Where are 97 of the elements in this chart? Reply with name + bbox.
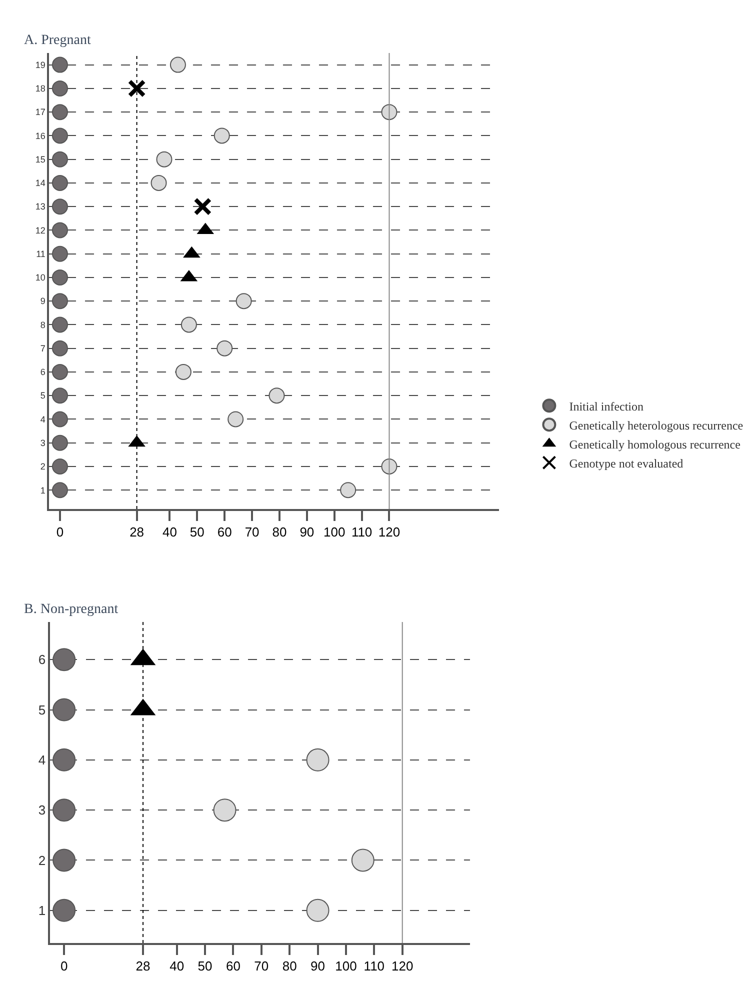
point xyxy=(52,898,76,922)
y-tick-label: 1 xyxy=(38,902,46,918)
point xyxy=(150,174,167,191)
x-tick-label: 100 xyxy=(335,958,357,974)
y-tick-label: 7 xyxy=(40,343,46,354)
y-tick-label: 1 xyxy=(40,485,46,496)
x-tick-label: 120 xyxy=(378,524,400,540)
point xyxy=(52,848,76,872)
x-tick-label: 110 xyxy=(351,524,372,540)
point xyxy=(52,340,68,356)
point xyxy=(156,151,172,168)
x-tick-label: 50 xyxy=(190,524,204,540)
y-tick-label: 19 xyxy=(35,60,46,70)
point xyxy=(52,798,76,822)
x-tick-label: 100 xyxy=(324,524,346,540)
point xyxy=(213,798,236,822)
legend-label: Initial infection xyxy=(569,399,644,414)
point xyxy=(306,748,330,772)
point xyxy=(52,411,68,428)
x-tick-label: 90 xyxy=(300,524,314,540)
x-tick-label: 80 xyxy=(282,958,297,974)
y-tick-label: 13 xyxy=(35,202,46,212)
y-tick-label: 5 xyxy=(40,390,46,401)
x-tick-label: 0 xyxy=(60,958,68,974)
x-tick-label: 40 xyxy=(170,958,184,974)
y-tick-label: 8 xyxy=(40,320,46,330)
x-tick-label: 110 xyxy=(364,958,385,974)
y-tick-label: 15 xyxy=(35,154,46,164)
point xyxy=(216,340,233,356)
point xyxy=(52,80,68,96)
point xyxy=(52,458,68,474)
y-tick-label: 3 xyxy=(38,802,46,818)
point xyxy=(52,482,68,498)
y-tick-label: 16 xyxy=(35,130,46,141)
point xyxy=(268,388,285,404)
point xyxy=(351,848,374,872)
x-tick-label: 120 xyxy=(392,958,414,974)
point xyxy=(52,56,68,73)
point xyxy=(52,151,68,168)
y-tick-label: 14 xyxy=(35,178,46,188)
y-tick-label: 17 xyxy=(35,107,46,118)
y-tick-label: 4 xyxy=(38,752,46,768)
y-tick-label: 6 xyxy=(38,652,46,668)
x-tick-label: 60 xyxy=(217,524,232,540)
x-tick-label: 80 xyxy=(272,524,287,540)
y-tick-label: 5 xyxy=(38,702,46,718)
point xyxy=(52,198,68,215)
point xyxy=(52,434,68,451)
point xyxy=(128,79,146,98)
point xyxy=(340,482,356,498)
point xyxy=(381,104,398,120)
point xyxy=(170,56,186,73)
point xyxy=(228,411,244,428)
point xyxy=(52,174,68,191)
x-tick-label: 0 xyxy=(56,524,64,540)
y-tick-label: 12 xyxy=(35,225,46,236)
y-tick-label: 4 xyxy=(40,414,46,424)
point xyxy=(52,128,68,144)
point xyxy=(236,293,252,310)
point xyxy=(194,198,212,216)
point xyxy=(214,128,230,144)
point xyxy=(52,364,68,380)
chart-title: A. Pregnant xyxy=(24,33,91,48)
point xyxy=(175,364,192,380)
y-tick-label: 10 xyxy=(35,272,46,283)
chart-title: B. Non-pregnant xyxy=(24,602,118,617)
point xyxy=(52,648,76,672)
y-tick-label: 3 xyxy=(40,438,46,448)
point xyxy=(52,748,76,772)
x-tick-label: 70 xyxy=(254,958,269,974)
point xyxy=(180,316,197,333)
x-tick-label: 40 xyxy=(162,524,177,540)
point xyxy=(52,388,68,404)
point xyxy=(52,104,68,120)
y-tick-label: 2 xyxy=(40,462,46,472)
legend-label: Genetically heterologous recurrence xyxy=(569,418,744,432)
y-tick-label: 9 xyxy=(40,296,46,306)
y-tick-label: 11 xyxy=(36,248,46,259)
y-tick-label: 18 xyxy=(35,84,46,94)
x-tick-label: 50 xyxy=(198,958,212,974)
x-tick-label: 70 xyxy=(244,524,260,540)
point xyxy=(52,293,68,310)
point xyxy=(381,458,398,474)
y-tick-label: 6 xyxy=(40,367,46,378)
x-tick-label: 60 xyxy=(226,958,240,974)
point xyxy=(52,316,68,333)
x-tick-label: 90 xyxy=(310,958,326,974)
point xyxy=(52,698,76,722)
legend-label: Genetically homologous recurrence xyxy=(569,437,740,452)
point xyxy=(52,246,68,262)
point xyxy=(52,222,68,238)
x-tick-label: 28 xyxy=(130,524,144,540)
point xyxy=(306,898,330,922)
y-tick-label: 2 xyxy=(38,852,46,868)
legend-label: Genotype not evaluated xyxy=(569,456,684,470)
point xyxy=(52,269,68,286)
x-tick-label: 28 xyxy=(136,958,150,974)
